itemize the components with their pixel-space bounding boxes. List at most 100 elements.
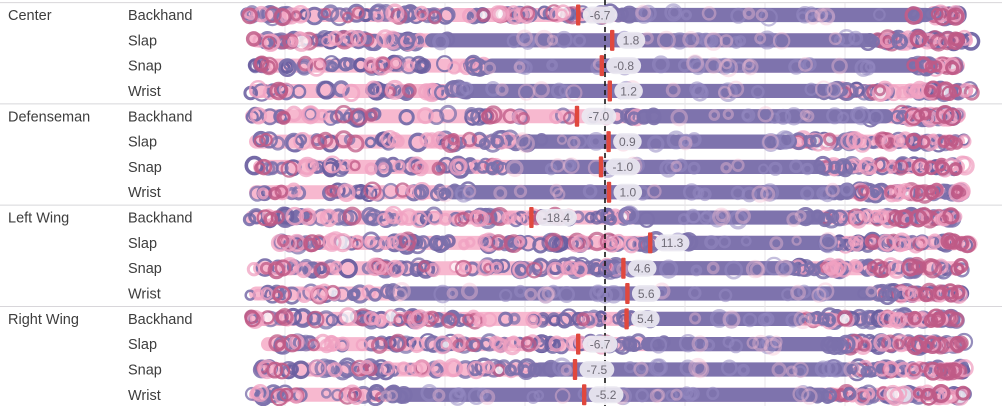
data-point-ring[interactable] <box>558 286 576 303</box>
data-point-ring[interactable] <box>337 183 356 203</box>
data-point-ring[interactable] <box>343 29 361 48</box>
data-point-ring[interactable] <box>896 86 911 101</box>
data-point-ring[interactable] <box>351 6 365 19</box>
data-point-ring[interactable] <box>891 312 906 327</box>
data-point-ring[interactable] <box>329 182 346 199</box>
data-point-ring[interactable] <box>891 33 908 50</box>
data-point-ring[interactable] <box>878 286 897 306</box>
data-point-ring[interactable] <box>332 80 350 98</box>
data-point-ring[interactable] <box>620 205 640 225</box>
data-point-ring[interactable] <box>431 161 446 176</box>
data-point-ring[interactable] <box>924 80 942 98</box>
data-point-ring[interactable] <box>843 360 861 379</box>
data-point-ring[interactable] <box>909 184 927 202</box>
data-point-ring[interactable] <box>823 11 836 24</box>
data-point-ring[interactable] <box>321 157 340 176</box>
data-point-ring[interactable] <box>720 161 733 174</box>
data-point-ring[interactable] <box>715 209 729 223</box>
data-point-ring[interactable] <box>910 32 927 48</box>
data-point-ring[interactable] <box>361 284 377 300</box>
data-point-ring[interactable] <box>387 132 403 147</box>
difference-marker[interactable] <box>625 283 630 305</box>
data-point-ring[interactable] <box>425 337 442 354</box>
data-point-ring[interactable] <box>392 159 406 174</box>
data-point-ring[interactable] <box>375 56 391 72</box>
data-point-ring[interactable] <box>601 314 613 326</box>
data-point-ring[interactable] <box>297 55 314 72</box>
data-point-ring[interactable] <box>582 183 598 199</box>
data-point-ring[interactable] <box>273 82 289 98</box>
data-point-ring[interactable] <box>372 11 385 23</box>
data-point-ring[interactable] <box>518 60 533 75</box>
data-point-ring[interactable] <box>658 259 679 279</box>
data-point-ring[interactable] <box>265 161 279 174</box>
data-point-ring[interactable] <box>866 260 879 273</box>
data-point-ring[interactable] <box>873 333 892 352</box>
data-point-ring[interactable] <box>331 388 344 402</box>
data-point-ring[interactable] <box>280 235 298 252</box>
data-point-ring[interactable] <box>418 260 431 273</box>
difference-marker[interactable] <box>606 181 612 203</box>
data-point-ring[interactable] <box>804 312 816 324</box>
data-point-ring[interactable] <box>433 284 452 304</box>
data-point-ring[interactable] <box>825 182 840 198</box>
data-point-ring[interactable] <box>363 181 382 200</box>
data-point-ring[interactable] <box>355 338 369 352</box>
data-point-ring[interactable] <box>507 335 521 349</box>
data-point-ring[interactable] <box>392 282 411 301</box>
data-point-ring[interactable] <box>691 335 709 353</box>
data-point-ring[interactable] <box>385 384 403 402</box>
data-point-ring[interactable] <box>380 130 399 149</box>
data-point-ring[interactable] <box>476 7 491 23</box>
data-point-ring[interactable] <box>452 158 468 174</box>
data-point-ring[interactable] <box>572 134 588 149</box>
data-point-ring[interactable] <box>434 135 449 150</box>
data-point-ring[interactable] <box>860 365 872 378</box>
data-point-ring[interactable] <box>255 258 275 277</box>
data-point-ring[interactable] <box>274 309 290 325</box>
data-point-ring[interactable] <box>338 307 358 326</box>
data-point-ring[interactable] <box>835 261 852 278</box>
data-point-ring[interactable] <box>507 359 525 376</box>
data-point-ring[interactable] <box>799 109 811 121</box>
data-point-ring[interactable] <box>717 235 731 249</box>
data-point-ring[interactable] <box>341 11 354 24</box>
data-point-ring[interactable] <box>432 33 450 51</box>
data-point-ring[interactable] <box>701 5 717 21</box>
data-point-ring[interactable] <box>572 34 587 48</box>
data-point-ring[interactable] <box>546 34 559 46</box>
data-point-ring[interactable] <box>931 336 950 355</box>
data-point-ring[interactable] <box>795 384 811 400</box>
difference-marker[interactable] <box>582 384 587 406</box>
data-point-ring[interactable] <box>918 32 936 50</box>
data-point-ring[interactable] <box>762 133 779 151</box>
data-point-ring[interactable] <box>480 109 495 124</box>
data-point-ring[interactable] <box>717 85 732 100</box>
data-point-ring[interactable] <box>915 235 929 249</box>
data-point-ring[interactable] <box>627 111 641 125</box>
data-point-ring[interactable] <box>313 261 331 279</box>
data-point-ring[interactable] <box>576 312 590 327</box>
data-point-ring[interactable] <box>688 357 708 378</box>
data-point-ring[interactable] <box>544 232 564 252</box>
data-point-ring[interactable] <box>276 234 290 248</box>
data-point-ring[interactable] <box>901 258 920 277</box>
data-point-ring[interactable] <box>679 359 697 377</box>
data-point-ring[interactable] <box>801 162 814 176</box>
data-point-ring[interactable] <box>873 8 886 21</box>
data-point-ring[interactable] <box>513 61 526 74</box>
data-point-ring[interactable] <box>691 360 710 379</box>
data-point-ring[interactable] <box>636 361 649 374</box>
data-point-ring[interactable] <box>264 6 282 23</box>
data-point-ring[interactable] <box>705 57 722 74</box>
data-point-ring[interactable] <box>328 338 341 351</box>
data-point-ring[interactable] <box>324 184 336 197</box>
data-point-ring[interactable] <box>516 29 534 47</box>
data-point-ring[interactable] <box>556 134 568 145</box>
data-point-ring[interactable] <box>678 136 693 151</box>
data-point-ring[interactable] <box>274 339 286 351</box>
data-point-ring[interactable] <box>548 109 564 125</box>
data-point-ring[interactable] <box>802 110 815 123</box>
data-point-ring[interactable] <box>424 132 440 148</box>
data-point-ring[interactable] <box>550 82 568 100</box>
